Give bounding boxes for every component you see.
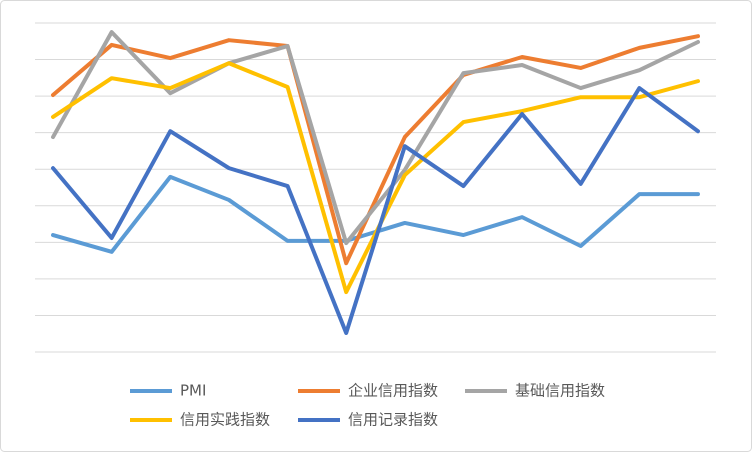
series-line — [51, 30, 700, 246]
series-line — [51, 34, 700, 266]
legend-label: 信用记录指数 — [348, 411, 438, 429]
legend-label: PMI — [180, 382, 206, 400]
series-line — [51, 86, 700, 335]
legend-label: 企业信用指数 — [348, 382, 438, 400]
legend-label: 信用实践指数 — [180, 411, 270, 429]
legend-label: 基础信用指数 — [515, 382, 605, 400]
